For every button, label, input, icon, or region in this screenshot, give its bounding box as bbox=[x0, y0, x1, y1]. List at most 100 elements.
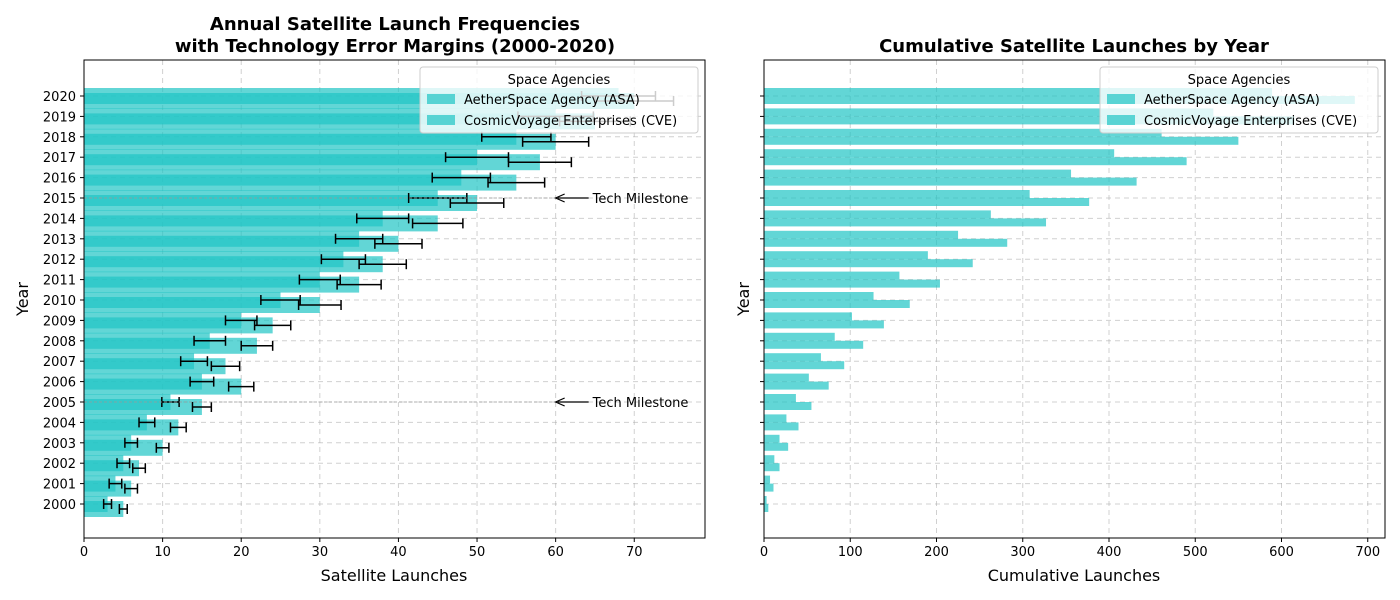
right-bar-cve bbox=[764, 136, 1239, 145]
right-bar-cve bbox=[764, 483, 774, 492]
right-bars bbox=[764, 88, 1355, 512]
left-legend-label-cve: CosmicVoyage Enterprises (CVE) bbox=[464, 114, 677, 129]
right-bar-cve bbox=[764, 279, 940, 288]
left-bar-cve bbox=[84, 256, 383, 273]
right-bar-cve bbox=[764, 381, 829, 390]
right-y-ticks bbox=[760, 95, 764, 505]
left-y-ticks: 2000 2001 2002 2003 2004 2005 2006 2007 2008 2009… bbox=[43, 90, 84, 513]
left-legend-title: Space Agencies bbox=[508, 73, 611, 88]
left-y-tick-label: 2016 bbox=[43, 172, 76, 187]
right-bar-asa bbox=[764, 414, 787, 423]
left-legend-swatch-cve bbox=[427, 115, 455, 125]
right-bar-asa bbox=[764, 434, 780, 443]
left-y-tick-label: 2009 bbox=[43, 314, 76, 329]
right-bar-cve bbox=[764, 157, 1187, 166]
left-y-tick-label: 2017 bbox=[43, 151, 76, 166]
right-legend-box bbox=[1099, 66, 1379, 134]
left-annotations: Tech Milestone Tech Milestone bbox=[84, 192, 688, 411]
left-x-tick-label: 30 bbox=[312, 545, 329, 560]
left-bar-cve bbox=[84, 174, 517, 191]
right-x-tick-label: 400 bbox=[1097, 545, 1122, 560]
left-plot-frame bbox=[83, 59, 706, 539]
right-bar-asa bbox=[764, 251, 928, 260]
left-bar-cve bbox=[84, 480, 132, 497]
left-x-tick-label: 10 bbox=[154, 545, 171, 560]
left-legend-label-asa: AetherSpace Agency (ASA) bbox=[464, 93, 640, 108]
right-x-tick-label: 100 bbox=[838, 545, 863, 560]
left-bar-cve bbox=[84, 358, 226, 375]
left-y-tick-label: 2002 bbox=[43, 457, 76, 472]
right-x-axis-label: Cumulative Launches bbox=[988, 566, 1161, 585]
left-bar-cve bbox=[84, 235, 399, 252]
right-bar-cve bbox=[764, 320, 884, 329]
left-x-ticks: 0 10 20 30 40 50 60 70 bbox=[80, 538, 643, 560]
left-y-tick-label: 2018 bbox=[43, 131, 76, 146]
right-x-tick-label: 600 bbox=[1269, 545, 1294, 560]
left-bar-cve bbox=[84, 133, 556, 150]
right-chart-title: Cumulative Satellite Launches by Year bbox=[879, 36, 1269, 57]
right-y-axis-label: Year bbox=[734, 282, 753, 317]
right-x-tick-label: 300 bbox=[1010, 545, 1035, 560]
left-y-tick-label: 2007 bbox=[43, 355, 76, 370]
right-legend-label-asa: AetherSpace Agency (ASA) bbox=[1144, 93, 1320, 108]
left-x-tick-label: 50 bbox=[469, 545, 486, 560]
left-y-tick-label: 2014 bbox=[43, 212, 76, 227]
right-bar-cve bbox=[764, 340, 864, 349]
right-x-ticks: 0 100 200 300 400 500 600 700 bbox=[760, 538, 1380, 560]
right-bar-cve bbox=[764, 504, 769, 512]
right-x-tick-label: 200 bbox=[924, 545, 949, 560]
left-x-axis-label: Satellite Launches bbox=[321, 566, 468, 585]
left-y-tick-label: 2019 bbox=[43, 110, 76, 125]
right-plot-frame bbox=[763, 59, 1386, 539]
right-bar-asa bbox=[764, 292, 874, 300]
left-bar-cve bbox=[84, 399, 202, 415]
left-bar-cve bbox=[84, 419, 179, 436]
left-x-tick-label: 70 bbox=[626, 545, 643, 560]
right-x-tick-label: 700 bbox=[1355, 545, 1380, 560]
left-chart: Annual Satellite Launch Frequencies with… bbox=[13, 14, 706, 585]
left-y-tick-label: 2005 bbox=[43, 396, 76, 411]
right-bar-asa bbox=[764, 332, 835, 341]
right-bar-asa bbox=[764, 312, 852, 321]
right-bar-asa bbox=[764, 475, 771, 484]
right-bar-asa bbox=[764, 455, 775, 464]
right-legend-title: Space Agencies bbox=[1188, 73, 1291, 88]
left-y-tick-label: 2008 bbox=[43, 335, 76, 350]
left-legend-box bbox=[419, 66, 699, 134]
left-chart-title-line-1: Annual Satellite Launch Frequencies bbox=[210, 14, 580, 35]
left-x-tick-label: 0 bbox=[80, 545, 88, 560]
right-bar-asa bbox=[764, 128, 1162, 137]
left-y-tick-label: 2012 bbox=[43, 253, 76, 268]
right-legend-swatch-asa bbox=[1107, 94, 1135, 104]
right-bar-cve bbox=[764, 402, 812, 410]
right-bar-cve bbox=[764, 300, 910, 308]
right-bar-asa bbox=[764, 496, 767, 504]
left-y-tick-label: 2004 bbox=[43, 416, 76, 431]
right-bar-cve bbox=[764, 116, 1295, 125]
left-y-tick-label: 2000 bbox=[43, 498, 76, 513]
right-bar-asa bbox=[764, 190, 1030, 198]
left-y-tick-label: 2013 bbox=[43, 233, 76, 248]
right-bar-asa bbox=[764, 353, 821, 362]
right-bar-asa bbox=[764, 88, 1273, 96]
left-y-tick-label: 2010 bbox=[43, 294, 76, 309]
left-y-tick-label: 2003 bbox=[43, 437, 76, 452]
left-bar-cve bbox=[84, 215, 438, 232]
right-bar-asa bbox=[764, 394, 796, 402]
left-y-tick-label: 2011 bbox=[43, 274, 76, 289]
right-chart: Cumulative Satellite Launches by Year 0 1… bbox=[734, 36, 1386, 585]
right-bar-cve bbox=[764, 259, 973, 268]
right-x-tick-label: 0 bbox=[760, 545, 768, 560]
right-bar-cve bbox=[764, 361, 845, 370]
left-legend: Space Agencies AetherSpace Agency (ASA) … bbox=[419, 66, 699, 134]
right-bar-cve bbox=[764, 96, 1355, 104]
right-bar-cve bbox=[764, 198, 1090, 206]
left-bar-cve bbox=[84, 460, 140, 477]
left-y-tick-label: 2020 bbox=[43, 90, 76, 105]
right-bar-cve bbox=[764, 218, 1047, 227]
left-x-tick-label: 40 bbox=[390, 545, 407, 560]
right-bar-cve bbox=[764, 238, 1008, 247]
left-y-tick-label: 2006 bbox=[43, 376, 76, 391]
left-bar-cve bbox=[84, 195, 478, 211]
